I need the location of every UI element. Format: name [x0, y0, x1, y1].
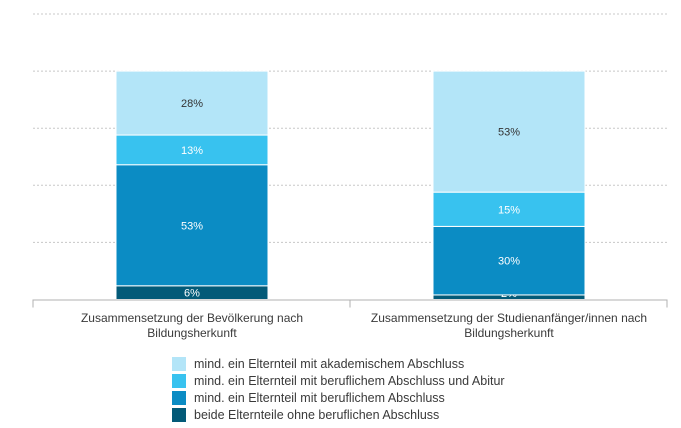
- data-label: 15%: [498, 204, 520, 216]
- legend-label: mind. ein Elternteil mit akademischem Ab…: [194, 356, 465, 371]
- legend-swatch: [172, 373, 186, 388]
- data-label: 13%: [181, 145, 203, 157]
- legend-item: mind. ein Elternteil mit beruflichem Abs…: [172, 389, 505, 406]
- legend-label: mind. ein Elternteil mit beruflichem Abs…: [194, 390, 445, 405]
- x-tick-label: Zusammensetzung der Bevölkerung nach: [81, 311, 303, 325]
- data-label: 53%: [181, 220, 203, 232]
- x-tick-label: Bildungsherkunft: [147, 326, 237, 340]
- x-tick-label: Bildungsherkunft: [464, 326, 554, 340]
- bar-segment: [432, 70, 586, 193]
- legend-label: mind. ein Elternteil mit beruflichem Abs…: [194, 373, 505, 388]
- bar-segment: [115, 134, 269, 166]
- bar-segment: [115, 164, 269, 287]
- bar-segment: [432, 225, 586, 296]
- data-label: 6%: [184, 288, 200, 300]
- legend-item: mind. ein Elternteil mit beruflichem Abs…: [172, 372, 505, 389]
- bar-segment: [115, 70, 269, 136]
- legend-swatch: [172, 356, 186, 371]
- legend-swatch: [172, 407, 186, 422]
- legend-item: beide Elternteile ohne beruflichen Absch…: [172, 406, 505, 423]
- legend: mind. ein Elternteil mit akademischem Ab…: [172, 355, 505, 423]
- data-label: 53%: [498, 127, 520, 139]
- x-tick-label: Zusammensetzung der Studienanfänger/inne…: [371, 311, 647, 325]
- data-label: 28%: [181, 98, 203, 110]
- legend-item: mind. ein Elternteil mit akademischem Ab…: [172, 355, 505, 372]
- legend-label: beide Elternteile ohne beruflichen Absch…: [194, 407, 440, 422]
- legend-swatch: [172, 390, 186, 405]
- data-label: 30%: [498, 256, 520, 268]
